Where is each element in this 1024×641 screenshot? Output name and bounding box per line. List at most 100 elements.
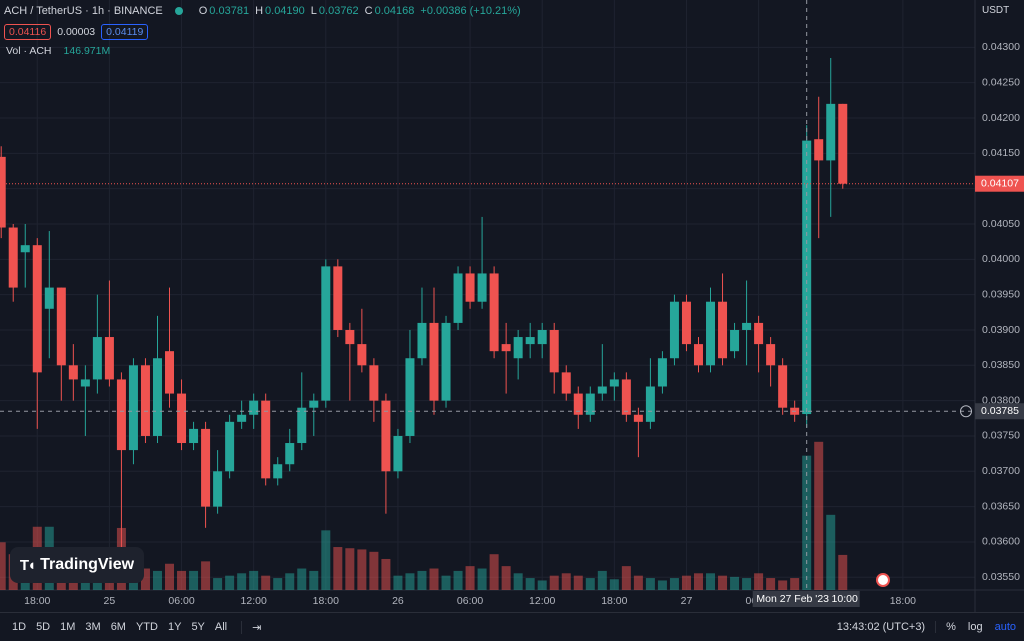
candle-body — [549, 329, 559, 373]
y-tick-label: 0.03900 — [982, 324, 1020, 336]
scale-option[interactable]: % — [946, 621, 956, 633]
candle-body — [333, 266, 343, 330]
ohlc-value: 0.03781 — [209, 5, 250, 17]
candle-body — [321, 266, 331, 401]
candle-body — [501, 344, 511, 352]
candle-body — [261, 400, 271, 479]
candle-body — [68, 365, 78, 380]
ohlc-value: 0.03762 — [318, 5, 359, 17]
x-tick-label: 18:00 — [601, 595, 627, 607]
volume-bar — [189, 570, 199, 590]
volume-bar — [453, 570, 463, 590]
volume-bar — [140, 568, 150, 590]
volume-bar — [609, 579, 619, 590]
ohlc-key: O — [198, 5, 208, 17]
candle-body — [345, 329, 355, 345]
range-button[interactable]: 6M — [110, 621, 126, 633]
toolbar: 1D 5D 1M 3M 6M YTD 1Y 5Y All ⇥ 13:43:02 (UTC+3) … — [0, 612, 1024, 641]
logo[interactable]: T◖ TradingView — [10, 547, 144, 583]
candle-body — [0, 156, 6, 228]
range-button[interactable]: YTD — [135, 621, 158, 633]
range-button[interactable]: 1D — [12, 621, 27, 633]
event-flag — [876, 573, 890, 587]
logo-icon: T◖ — [19, 556, 36, 574]
candle-body — [189, 428, 199, 444]
volume-bar — [693, 573, 703, 590]
range-button[interactable]: 1M — [60, 621, 76, 633]
x-tick-label: 18:00 — [313, 595, 339, 607]
ask[interactable]: 0.04119 — [101, 24, 149, 40]
candle-body — [20, 245, 30, 253]
scale-option[interactable]: auto — [994, 621, 1016, 633]
candle-body — [669, 301, 679, 359]
x-tick-label: 26 — [392, 595, 404, 607]
volume-bar — [321, 530, 331, 590]
bid[interactable]: 0.04116 — [4, 24, 52, 40]
volume-bar — [273, 578, 283, 590]
options: % log auto — [935, 621, 1024, 633]
x-tick-label: 18:00 — [890, 595, 916, 607]
volume-bar — [814, 441, 824, 590]
candle-body — [537, 329, 547, 345]
range-button[interactable]: All — [214, 621, 228, 633]
candle-body — [754, 322, 764, 345]
change: +0.00386 (+10.21%) — [420, 5, 521, 17]
candle-body — [201, 428, 211, 507]
y-tick-label: 0.03700 — [982, 465, 1020, 477]
candle-body — [561, 372, 571, 394]
volume-bar — [706, 573, 716, 590]
y-tick-label: 0.04050 — [982, 218, 1020, 230]
volume-bar — [309, 570, 319, 590]
range-button[interactable]: 3M — [85, 621, 101, 633]
candle-body — [417, 322, 427, 359]
crosshair-date-box — [752, 591, 833, 607]
volume-bar — [369, 551, 379, 590]
crosshair-time-label: 10:00 — [832, 593, 858, 605]
header: ACH / TetherUS · 1h · BINANCE O 0.03781 H 0… — [4, 5, 521, 17]
volume-bar — [766, 578, 776, 590]
ohlc: O 0.03781 H 0.04190 L 0.03762 C 0.04168 — [195, 5, 415, 17]
volume-bar — [718, 575, 728, 590]
volume-bar — [0, 542, 6, 590]
x-tick-label: 27 — [681, 595, 693, 607]
compare-icon[interactable]: ⇥ — [241, 620, 261, 634]
volume-bar — [489, 554, 499, 590]
volume-bar — [405, 573, 415, 590]
status-dot — [174, 7, 183, 15]
range-button[interactable]: 5D — [36, 621, 51, 633]
x-tick-label: 25 — [104, 595, 116, 607]
candle-body — [681, 301, 691, 345]
volume-bar — [261, 575, 271, 590]
volume-bar — [585, 578, 595, 590]
range-button[interactable]: 5Y — [191, 621, 205, 633]
candle-body — [285, 443, 295, 465]
y-tick-label: 0.03950 — [982, 288, 1020, 300]
currency[interactable]: USDT — [982, 5, 1010, 16]
scale-option[interactable]: log — [967, 621, 983, 633]
candle-body — [357, 344, 367, 366]
volume-bar — [790, 578, 800, 590]
ohlc-key: H — [255, 5, 264, 17]
volume-bar — [177, 570, 187, 590]
candle-body — [56, 287, 66, 366]
volume-bar — [754, 573, 764, 590]
volume-bar — [333, 547, 343, 590]
ranges: 1D 5D 1M 3M 6M YTD 1Y 5Y All — [12, 621, 227, 633]
candle-body — [766, 344, 776, 366]
candle-body — [838, 103, 848, 184]
volume-bar — [525, 578, 535, 590]
candle-body — [165, 351, 175, 394]
volume-bar — [152, 570, 162, 590]
candle-body — [128, 365, 138, 451]
candle-body — [621, 379, 631, 415]
symbol[interactable]: ACH / TetherUS · 1h · BINANCE — [4, 5, 163, 17]
candle-body — [585, 393, 595, 415]
candle-body — [525, 337, 535, 345]
candle-body — [573, 393, 583, 415]
candle-body — [116, 379, 126, 451]
volume-bar — [165, 563, 175, 590]
candle-body — [177, 393, 187, 444]
range-button[interactable]: 1Y — [167, 621, 182, 633]
volume-bar — [357, 549, 367, 590]
